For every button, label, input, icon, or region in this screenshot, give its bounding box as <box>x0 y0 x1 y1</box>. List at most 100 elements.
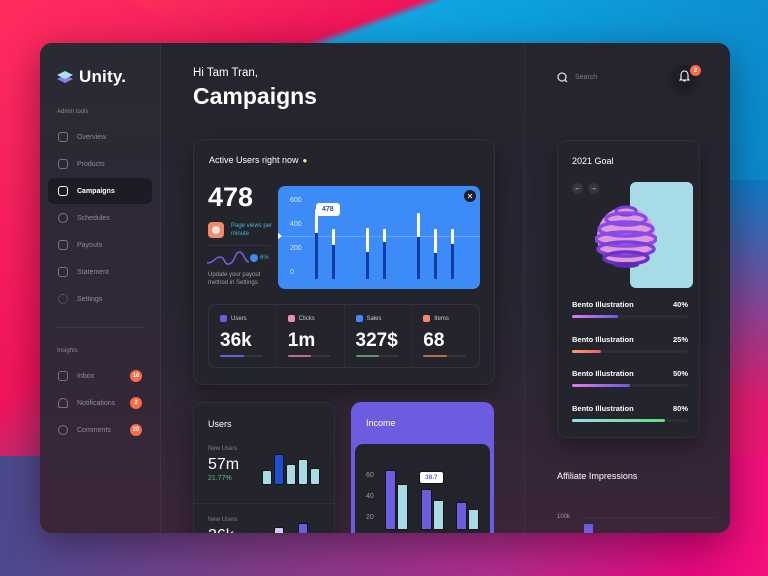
mini-bar <box>274 454 284 485</box>
chart-tooltip: 478 <box>316 203 340 216</box>
stat-progress <box>423 355 467 357</box>
stat-label: Clicks <box>298 315 315 322</box>
income-bar[interactable] <box>385 470 396 530</box>
goal-progress <box>572 315 688 318</box>
stat-value: 327$ <box>355 330 398 351</box>
new-users-change: 21.77% <box>208 475 232 482</box>
goal-card: 2021 Goal ← → Bento Illustration 40% Bent… <box>557 140 700 438</box>
y-tick: 600 <box>290 197 302 204</box>
reference-line <box>278 236 480 237</box>
arrow-left-icon[interactable]: ← <box>572 183 583 194</box>
goal-pct: 40% <box>672 300 688 309</box>
close-icon[interactable]: ✕ <box>464 190 476 202</box>
users-card-title: Users <box>208 419 232 429</box>
stat-sales[interactable]: Sales 327$ <box>345 305 413 367</box>
inbox-badge: 18 <box>130 370 142 382</box>
reference-marker <box>278 233 282 239</box>
sidebar-item-notifications[interactable]: Notifications 2 <box>48 390 152 416</box>
goal-pct: 80% <box>672 404 688 413</box>
bell-icon <box>58 398 68 408</box>
active-users-card: Active Users right now ● 478 Page views … <box>193 139 495 385</box>
income-bar[interactable] <box>456 502 467 530</box>
sidebar-item-overview[interactable]: Overview <box>48 124 152 150</box>
chart-bar[interactable] <box>315 209 318 279</box>
sidebar-divider <box>57 327 143 328</box>
new-users-label: New Users <box>208 446 238 452</box>
y-tick: 0 <box>290 269 294 276</box>
chart-bar[interactable] <box>366 228 369 279</box>
mini-bar <box>286 464 296 485</box>
stat-progress <box>287 355 331 357</box>
stat-clicks[interactable]: Clicks 1m <box>277 305 345 367</box>
main-content: Hi Tam Tran, Campaigns Active Users righ… <box>161 43 524 533</box>
goal-progress <box>572 419 688 422</box>
goal-pct: 50% <box>672 369 688 378</box>
y-tick: 400 <box>290 221 302 228</box>
wallet-icon <box>58 240 68 250</box>
sidebar-item-statement[interactable]: Statement <box>48 259 152 285</box>
sidebar-item-inbox[interactable]: Inbox 18 <box>48 363 152 389</box>
sidebar-item-products[interactable]: Products <box>48 151 152 177</box>
stat-value: 36k <box>220 330 252 351</box>
sparkline-icon <box>206 251 250 265</box>
goal-item: Bento Illustration 40% <box>572 300 688 318</box>
stat-label: Sales <box>366 315 382 322</box>
sidebar-item-label: Statement <box>77 268 109 276</box>
sidebar-item-label: Settings <box>77 295 103 303</box>
app-window: Unity. Admin tools Overview Products Cam… <box>40 43 730 533</box>
compass-icon <box>58 213 68 223</box>
chart-bar[interactable] <box>332 229 335 279</box>
goal-progress <box>572 350 688 353</box>
y-tick: 100k <box>557 514 571 520</box>
notification-badge: 2 <box>690 65 701 76</box>
income-bar[interactable] <box>421 489 432 530</box>
chart-line-icon <box>58 132 68 142</box>
right-panel: Search 2 2021 Goal ← → Bento Illustratio… <box>524 43 730 533</box>
gridline <box>581 517 716 518</box>
stat-value: 1m <box>287 330 316 351</box>
stat-items[interactable]: Items 68 <box>412 305 479 367</box>
divider <box>208 245 270 246</box>
sidebar-item-schedules[interactable]: Schedules <box>48 205 152 231</box>
mini-bar <box>298 459 308 485</box>
sidebar-item-payouts[interactable]: Payouts <box>48 232 152 258</box>
mini-bar <box>310 468 320 485</box>
stat-users[interactable]: Users 36k <box>209 305 277 367</box>
sidebar-item-label: Notifications <box>77 399 116 407</box>
goal-label: Bento Illustration <box>572 404 634 413</box>
sphere-illustration <box>595 205 657 268</box>
mini-bar <box>262 470 272 485</box>
affiliate-bar[interactable] <box>584 524 593 533</box>
affiliate-title: Affiliate Impressions <box>557 471 638 481</box>
search-input[interactable]: Search <box>575 74 598 81</box>
goal-item: Bento Illustration 25% <box>572 335 688 353</box>
sidebar-item-settings[interactable]: Settings <box>48 286 152 312</box>
section-insights: Insights <box>57 348 78 354</box>
change-indicator: 6% <box>250 254 269 262</box>
comments-badge: 20 <box>130 424 142 436</box>
y-tick: 60 <box>366 472 374 479</box>
goal-pct: 25% <box>672 335 688 344</box>
search-icon <box>557 72 568 83</box>
change-value: 6% <box>260 255 269 261</box>
sidebar-item-campaigns[interactable]: Campaigns <box>48 178 152 204</box>
mini-bar <box>298 523 308 533</box>
income-chart: 60 40 20 38.7 <box>355 444 490 533</box>
chart-bar[interactable] <box>451 229 454 279</box>
chart-bar[interactable] <box>417 213 420 279</box>
income-bar[interactable] <box>468 509 479 530</box>
chart-bar[interactable] <box>434 229 437 279</box>
arrow-right-icon[interactable]: → <box>588 183 599 194</box>
chart-bar[interactable] <box>383 229 386 279</box>
sidebar-item-comments[interactable]: Comments 20 <box>48 417 152 443</box>
income-card: Income 60 40 20 38.7 <box>351 402 494 533</box>
notification-button[interactable] <box>673 65 695 87</box>
income-bar[interactable] <box>397 484 408 530</box>
chat-icon <box>58 425 68 435</box>
search-bar[interactable]: Search <box>557 72 597 83</box>
users-icon <box>220 315 227 322</box>
sidebar-item-label: Comments <box>77 426 111 434</box>
document-icon <box>58 267 68 277</box>
logo[interactable]: Unity. <box>57 67 126 87</box>
income-bar[interactable] <box>433 500 444 530</box>
